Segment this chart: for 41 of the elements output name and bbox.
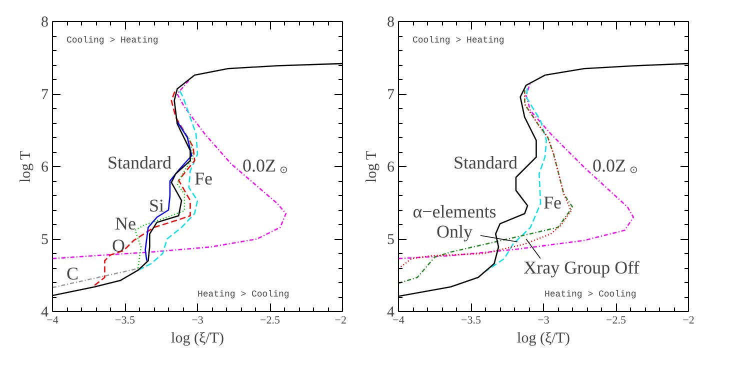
x-tick-label: −2.5	[260, 314, 280, 326]
y-tick-label: 7	[41, 87, 49, 103]
x-tick-label: −3.5	[115, 314, 136, 326]
y-tick-label: 8	[387, 14, 394, 30]
y-tick-label: 4	[387, 304, 395, 320]
x-tick-label: −3	[538, 314, 550, 326]
y-tick-label: 7	[387, 87, 395, 103]
annotation: Heating > Cooling	[198, 290, 290, 300]
annotation: Cooling > Heating	[66, 36, 158, 46]
x-tick-label: −4	[392, 314, 405, 326]
annotation: Fe	[194, 168, 213, 188]
annotation: Fe	[544, 192, 562, 212]
annotation: Cooling > Heating	[412, 36, 504, 46]
line-series	[52, 78, 287, 260]
x-tick-label: −2.5	[606, 314, 626, 326]
annotation: O	[112, 236, 125, 256]
x-tick-label: −3.5	[461, 314, 482, 326]
annotation: C	[66, 264, 79, 284]
y-tick-label: 5	[387, 232, 394, 248]
annotation: 0.0Z⊙	[592, 156, 638, 176]
annotation: Standard	[454, 152, 518, 172]
x-tick-label: −3	[192, 314, 204, 326]
annotation: Standard	[108, 152, 172, 172]
annotation: Heating > Cooling	[544, 290, 636, 300]
x-axis-title: log (ξ/T)	[171, 330, 224, 346]
y-tick-label: 5	[41, 232, 48, 248]
annotation: α−elements Only	[412, 202, 496, 242]
y-tick-label: 6	[41, 160, 49, 176]
y-tick-label: 6	[387, 160, 395, 176]
y-axis-title: log T	[18, 150, 34, 183]
y-tick-label: 8	[41, 14, 48, 30]
x-tick-label: −4	[46, 314, 59, 326]
x-axis-title: log (ξ/T)	[517, 330, 570, 346]
x-tick-label: −2	[334, 314, 347, 326]
annotation: Ne	[115, 214, 136, 234]
annotation: Si	[148, 196, 164, 216]
y-tick-label: 4	[41, 304, 49, 320]
annotation: 0.0Z⊙	[242, 156, 288, 176]
x-tick-label: −2	[682, 314, 694, 326]
annotation: Xray Group Off	[524, 258, 640, 278]
y-axis-title: log T	[364, 150, 380, 183]
